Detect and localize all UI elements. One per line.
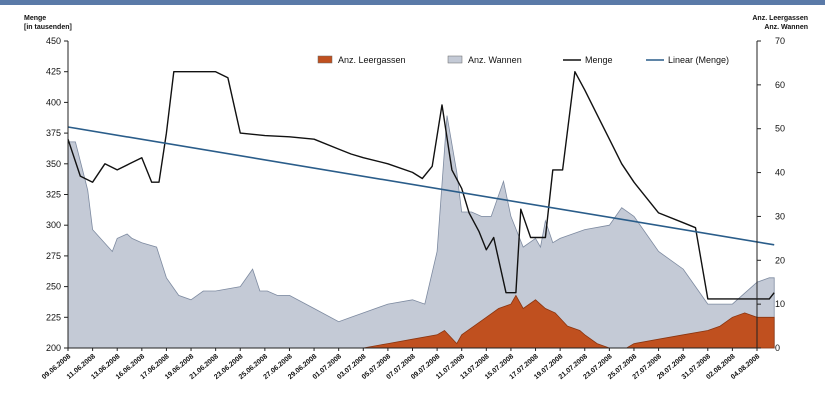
left-axis-title-line2: [in tausenden] [24,24,72,31]
right-tick-label: 50 [775,124,785,134]
right-tick-label: 70 [775,36,785,46]
legend-swatch-anz-leergassen [317,55,333,64]
top-edge-strip [0,0,825,5]
right-tick-label: 30 [775,211,785,221]
left-tick-label: 275 [46,251,61,261]
series-line-linear-menge [67,126,775,246]
left-tick-label: 225 [46,312,61,322]
left-tick-label: 250 [46,282,61,292]
right-tick-label: 0 [775,343,780,353]
left-axis-title-line1: Menge [24,15,46,22]
left-tick-label: 450 [46,36,61,46]
right-tick-label: 10 [775,299,785,309]
left-tick-label: 200 [46,343,61,353]
left-tick-label: 375 [46,128,61,138]
legend: Anz. Leergassen Anz. Wannen Menge Linear (M… [317,55,729,65]
left-tick-label: 325 [46,190,61,200]
right-tick-label: 40 [775,168,785,178]
legend-label-linear-menge: Linear (Menge) [668,55,729,65]
legend-label-menge: Menge [585,55,613,65]
right-axis-title-line1: Anz. Leergassen [752,15,808,22]
left-tick-label: 400 [46,97,61,107]
series-area-anz-leergassen [68,294,775,349]
legend-label-anz-leergassen: Anz. Leergassen [338,55,406,65]
left-tick-label: 425 [46,67,61,77]
series-area-anz-wannen [67,115,775,349]
left-tick-label: 300 [46,220,61,230]
legend-label-anz-wannen: Anz. Wannen [468,55,522,65]
right-axis-title-line2: Anz. Wannen [764,24,808,31]
right-tick-label: 20 [775,255,785,265]
right-tick-label: 60 [775,80,785,90]
left-tick-label: 350 [46,159,61,169]
series-line-menge [67,71,775,300]
plot-area [67,41,775,349]
legend-swatch-anz-wannen [447,55,463,64]
